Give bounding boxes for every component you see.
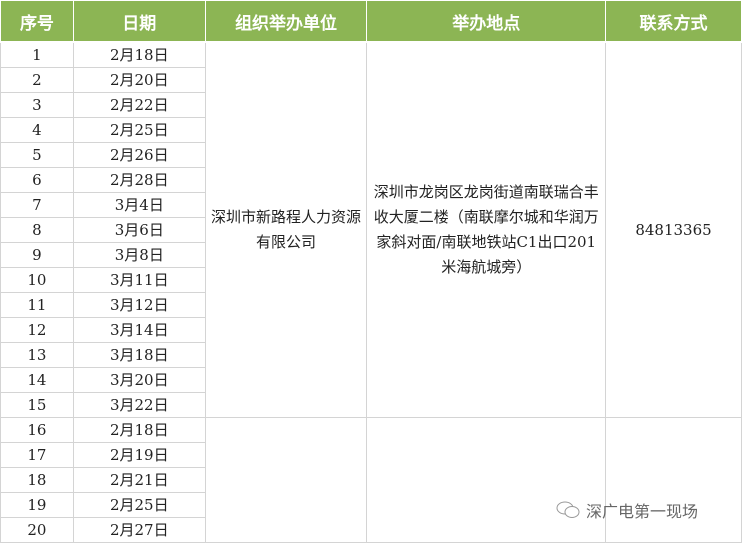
- header-row: 序号 日期 组织举办单位 举办地点 联系方式: [0, 0, 742, 43]
- row-date: 3月22日: [72, 392, 206, 418]
- row-date: 3月6日: [72, 217, 206, 243]
- row-no: 14: [0, 367, 74, 393]
- row-no: 12: [0, 317, 74, 343]
- table-row: 20 2月27日: [0, 517, 742, 543]
- row-no: 7: [0, 192, 74, 218]
- row-no: 5: [0, 142, 74, 168]
- header-location: 举办地点: [366, 0, 607, 43]
- row-no: 18: [0, 467, 74, 493]
- watermark: 深广电第一现场: [556, 498, 698, 522]
- wechat-icon: [556, 501, 580, 518]
- table-row: 7 3月4日: [0, 192, 742, 218]
- table-row: 5 2月26日: [0, 142, 742, 168]
- table-row: 17 2月19日: [0, 442, 742, 468]
- org-cell-2: [204, 417, 368, 543]
- row-date: 2月20日: [72, 67, 206, 93]
- row-no: 3: [0, 92, 74, 118]
- row-no: 20: [0, 517, 74, 543]
- table-row: 4 2月25日: [0, 117, 742, 143]
- table-row: 13 3月18日: [0, 342, 742, 368]
- table-row: 12 3月14日: [0, 317, 742, 343]
- row-no: 11: [0, 292, 74, 318]
- table-row: 15 3月22日: [0, 392, 742, 418]
- row-no: 16: [0, 417, 74, 443]
- row-date: 2月26日: [72, 142, 206, 168]
- table-row: 3 2月22日: [0, 92, 742, 118]
- row-no: 1: [0, 41, 74, 68]
- table-row: 14 3月20日: [0, 367, 742, 393]
- table-row: 1 2月18日 深圳市新路程人力资源有限公司 深圳市龙岗区龙岗街道南联瑞合丰收大厦二楼…: [0, 41, 742, 418]
- row-date: 3月14日: [72, 317, 206, 343]
- row-date: 2月18日: [72, 417, 206, 443]
- row-date: 2月21日: [72, 467, 206, 493]
- row-no: 13: [0, 342, 74, 368]
- row-date: 2月18日: [72, 41, 206, 68]
- table-row: 10 3月11日: [0, 267, 742, 293]
- location-cell: 深圳市龙岗区龙岗街道南联瑞合丰收大厦二楼（南联摩尔城和华润万家斜对面/南联地铁站…: [366, 41, 607, 418]
- header-date: 日期: [72, 0, 206, 43]
- table-row: 11 3月12日: [0, 292, 742, 318]
- row-date: 2月25日: [72, 117, 206, 143]
- row-no: 15: [0, 392, 74, 418]
- row-no: 17: [0, 442, 74, 468]
- row-no: 4: [0, 117, 74, 143]
- table-row: 18 2月21日: [0, 467, 742, 493]
- table-row: 16 2月18日: [0, 417, 742, 543]
- contact-cell: 84813365: [605, 41, 742, 418]
- location-cell-2: [366, 417, 607, 543]
- row-date: 3月12日: [72, 292, 206, 318]
- table-row: 9 3月8日: [0, 242, 742, 268]
- row-date: 3月20日: [72, 367, 206, 393]
- org-cell: 深圳市新路程人力资源有限公司: [204, 41, 368, 418]
- row-no: 6: [0, 167, 74, 193]
- row-no: 2: [0, 67, 74, 93]
- row-no: 8: [0, 217, 74, 243]
- table-row: 8 3月6日: [0, 217, 742, 243]
- row-date: 3月18日: [72, 342, 206, 368]
- row-date: 3月4日: [72, 192, 206, 218]
- table-row: 6 2月28日: [0, 167, 742, 193]
- row-date: 3月11日: [72, 267, 206, 293]
- header-no: 序号: [0, 0, 74, 43]
- watermark-text: 深广电第一现场: [586, 502, 699, 521]
- row-no: 19: [0, 492, 74, 518]
- row-no: 10: [0, 267, 74, 293]
- row-no: 9: [0, 242, 74, 268]
- row-date: 2月27日: [72, 517, 206, 543]
- row-date: 2月22日: [72, 92, 206, 118]
- contact-cell-2: [605, 417, 742, 543]
- header-contact: 联系方式: [605, 0, 742, 43]
- header-org: 组织举办单位: [204, 0, 368, 43]
- row-date: 2月25日: [72, 492, 206, 518]
- row-date: 2月19日: [72, 442, 206, 468]
- row-date: 3月8日: [72, 242, 206, 268]
- row-date: 2月28日: [72, 167, 206, 193]
